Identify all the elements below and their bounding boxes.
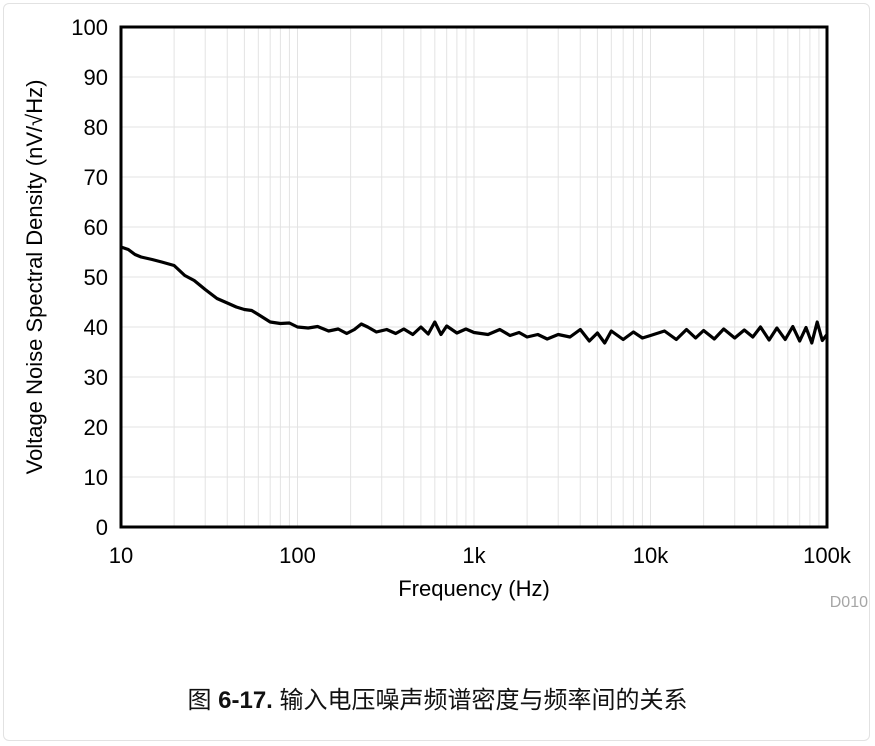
x-tick-labels: 10 100 1k 10k 100k	[109, 543, 852, 568]
y-tick-label: 90	[84, 65, 108, 90]
grid	[120, 26, 827, 528]
figure-caption: 图 6-17. 输入电压噪声频谱密度与频率间的关系	[0, 680, 875, 715]
x-tick-label: 10	[109, 543, 133, 568]
y-tick-label: 0	[96, 515, 108, 540]
plot-border	[119, 25, 829, 529]
x-tick-label: 100k	[803, 543, 852, 568]
y-tick-label: 60	[84, 215, 108, 240]
y-tick-label: 100	[71, 15, 108, 40]
x-tick-label: 10k	[633, 543, 669, 568]
y-tick-label: 20	[84, 415, 108, 440]
y-tick-label: 80	[84, 115, 108, 140]
x-axis-label: Frequency (Hz)	[398, 576, 550, 601]
figure-code: D010	[830, 594, 868, 611]
caption-number: 6-17.	[218, 687, 273, 714]
caption-prefix: 图	[187, 687, 219, 714]
y-axis-label: Voltage Noise Spectral Density (nV/√Hz)	[22, 80, 47, 475]
y-tick-labels: 0 10 20 30 40 50 60 70 80 90 100	[71, 15, 108, 540]
y-tick-label: 40	[84, 315, 108, 340]
y-tick-label: 50	[84, 265, 108, 290]
x-tick-label: 1k	[462, 543, 486, 568]
x-tick-label: 100	[279, 543, 316, 568]
y-tick-label: 10	[84, 465, 108, 490]
y-tick-label: 70	[84, 165, 108, 190]
y-tick-label: 30	[84, 365, 108, 390]
series-line	[120, 245, 829, 345]
figure-frame	[3, 3, 870, 741]
caption-text: 输入电压噪声频谱密度与频率间的关系	[272, 687, 688, 714]
